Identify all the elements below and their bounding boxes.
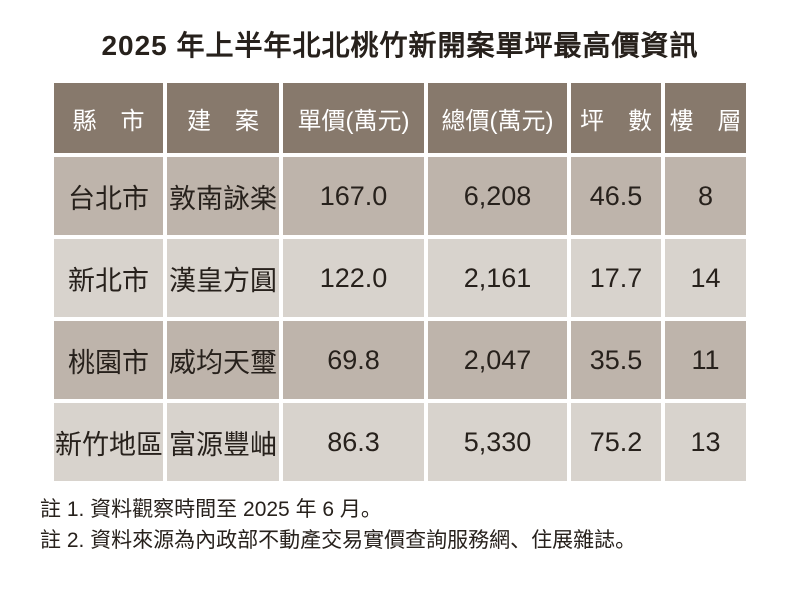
header-cell-total-price: 總價(萬元) [428, 83, 567, 153]
table-row: 桃園市 威均天璽 69.8 2,047 35.5 11 [54, 321, 746, 399]
cell-county: 新竹地區 [54, 403, 163, 481]
cell-project: 敦南詠楽 [167, 157, 279, 235]
cell-ping: 46.5 [571, 157, 661, 235]
price-table: 縣 市 建 案 單價(萬元) 總價(萬元) 坪 數 樓 層 台北市 敦南詠楽 1… [50, 79, 750, 485]
cell-unit-price: 122.0 [283, 239, 424, 317]
cell-county: 桃園市 [54, 321, 163, 399]
cell-total-price: 2,047 [428, 321, 567, 399]
table-row: 新竹地區 富源豐岫 86.3 5,330 75.2 13 [54, 403, 746, 481]
cell-floor: 8 [665, 157, 746, 235]
cell-project: 威均天璽 [167, 321, 279, 399]
notes-section: 註 1. 資料觀察時間至 2025 年 6 月。 註 2. 資料來源為內政部不動… [40, 496, 800, 554]
header-cell-ping: 坪 數 [571, 83, 661, 153]
cell-project: 富源豐岫 [167, 403, 279, 481]
cell-unit-price: 167.0 [283, 157, 424, 235]
note-line: 註 1. 資料觀察時間至 2025 年 6 月。 [40, 498, 382, 521]
cell-ping: 17.7 [571, 239, 661, 317]
header-cell-county: 縣 市 [54, 83, 163, 153]
cell-ping: 35.5 [571, 321, 661, 399]
cell-county: 新北市 [54, 239, 163, 317]
cell-project: 漢皇方圓 [167, 239, 279, 317]
cell-total-price: 6,208 [428, 157, 567, 235]
header-cell-unit-price: 單價(萬元) [283, 83, 424, 153]
cell-ping: 75.2 [571, 403, 661, 481]
cell-county: 台北市 [54, 157, 163, 235]
cell-unit-price: 86.3 [283, 403, 424, 481]
page-title: 2025 年上半年北北桃竹新開案單坪最高價資訊 [101, 30, 699, 61]
note-line: 註 2. 資料來源為內政部不動產交易實價查詢服務網、住展雜誌。 [40, 529, 637, 552]
cell-unit-price: 69.8 [283, 321, 424, 399]
table-header-row: 縣 市 建 案 單價(萬元) 總價(萬元) 坪 數 樓 層 [54, 83, 746, 153]
table-row: 台北市 敦南詠楽 167.0 6,208 46.5 8 [54, 157, 746, 235]
cell-total-price: 2,161 [428, 239, 567, 317]
cell-floor: 13 [665, 403, 746, 481]
cell-total-price: 5,330 [428, 403, 567, 481]
header-cell-project: 建 案 [167, 83, 279, 153]
table-row: 新北市 漢皇方圓 122.0 2,161 17.7 14 [54, 239, 746, 317]
cell-floor: 14 [665, 239, 746, 317]
header-cell-floor: 樓 層 [665, 83, 746, 153]
cell-floor: 11 [665, 321, 746, 399]
